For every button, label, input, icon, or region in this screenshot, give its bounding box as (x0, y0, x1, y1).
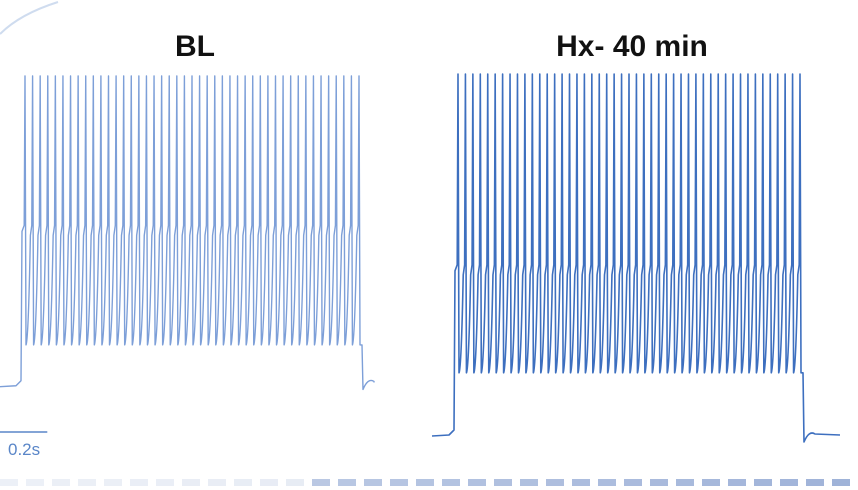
footer-dash (156, 479, 174, 486)
trace-bl (0, 75, 375, 391)
footer-dash (182, 479, 200, 486)
footer-dash (598, 479, 616, 486)
footer-dash (832, 479, 850, 486)
footer-dash (624, 479, 642, 486)
footer-dash (78, 479, 96, 486)
footer-dash (572, 479, 590, 486)
title-hx-40-min: Hx- 40 min (556, 30, 708, 63)
footer-dash (442, 479, 460, 486)
footer-dash (0, 479, 18, 486)
footer-dash (650, 479, 668, 486)
footer-dash (208, 479, 226, 486)
trace-hx-40-min (431, 73, 841, 443)
footer-dashes (0, 479, 850, 486)
footer-dash (130, 479, 148, 486)
footer-dash (468, 479, 486, 486)
footer-dash (286, 479, 304, 486)
footer-dash (728, 479, 746, 486)
footer-dash (494, 479, 512, 486)
footer-dash (260, 479, 278, 486)
scale-bar: 0.2s (0, 431, 48, 459)
footer-dash (416, 479, 434, 486)
footer-dash (26, 479, 44, 486)
footer-dash (104, 479, 122, 486)
footer-dash (754, 479, 772, 486)
footer-dash (52, 479, 70, 486)
panel-bl (0, 75, 375, 391)
panel-hx-40-min (431, 73, 841, 443)
footer-dash (520, 479, 538, 486)
footer-dash (390, 479, 408, 486)
footer-dash (546, 479, 564, 486)
title-bl: BL (175, 30, 215, 63)
footer-dash (806, 479, 824, 486)
corner-swoosh (0, 1, 59, 35)
footer-dash (234, 479, 252, 486)
footer-dash (364, 479, 382, 486)
footer-dash (312, 479, 330, 486)
scale-bar-label: 0.2s (8, 440, 40, 459)
footer-dash (780, 479, 798, 486)
footer-dash (702, 479, 720, 486)
footer-dash (338, 479, 356, 486)
footer-dash (676, 479, 694, 486)
